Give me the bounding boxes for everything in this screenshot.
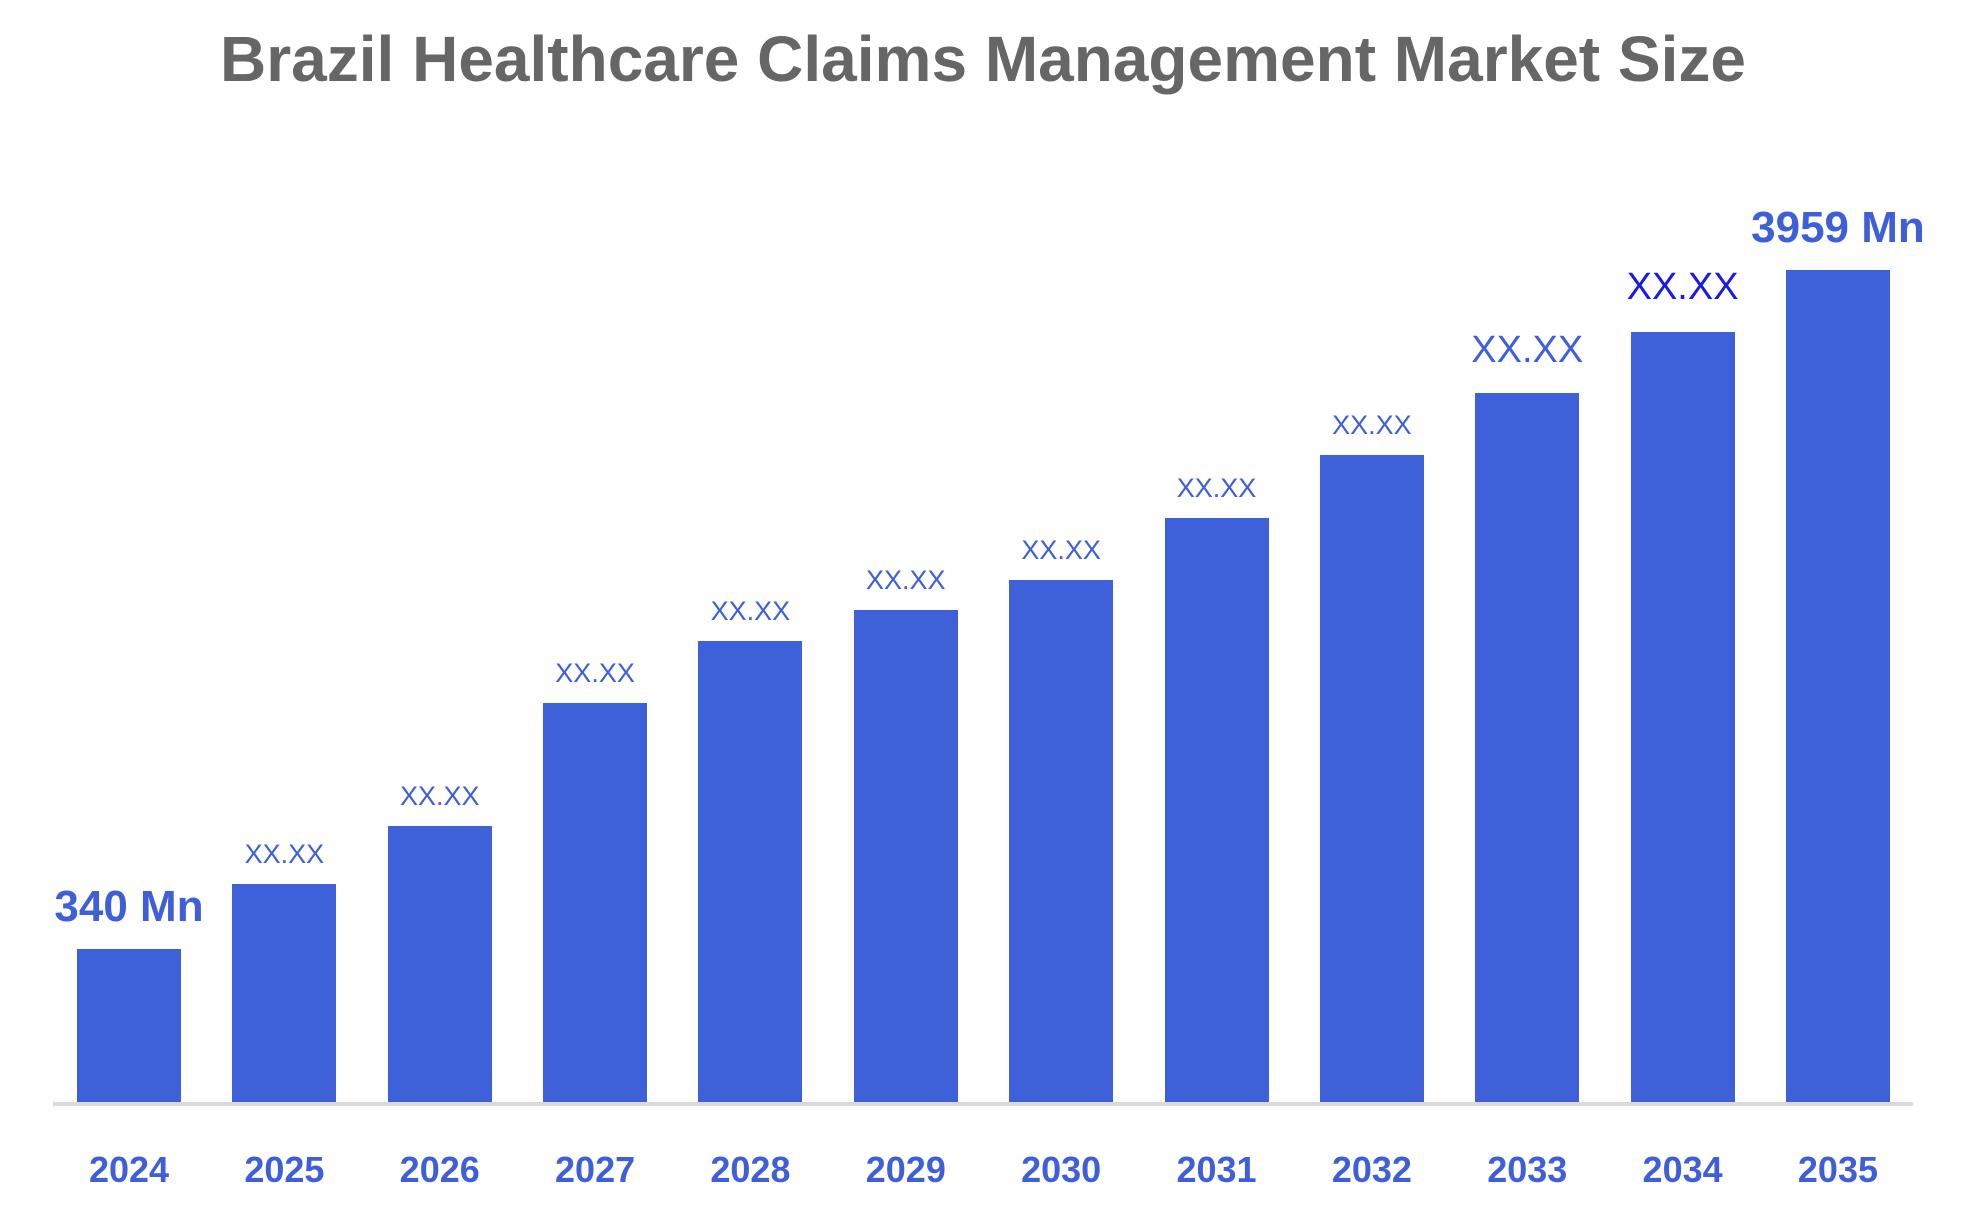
bar-2029 bbox=[853, 610, 958, 1102]
x-tick-label-2029: 2029 bbox=[865, 1149, 946, 1190]
bar-group-2024: 340 Mn 2024 bbox=[52, 882, 206, 1188]
bar-2030 bbox=[1009, 580, 1114, 1102]
x-tick-label-2031: 2031 bbox=[1176, 1149, 1257, 1190]
bar-value-label-2028: XX.XX bbox=[710, 596, 791, 626]
bar-group-2031: XX.XX 2031 bbox=[1140, 473, 1294, 1188]
bar-value-label-2032: XX.XX bbox=[1332, 410, 1412, 440]
bar-value-label-2026: XX.XX bbox=[399, 781, 480, 811]
bar-value-label-2033: XX.XX bbox=[1471, 329, 1584, 371]
bar-value-label-2030: XX.XX bbox=[1021, 535, 1101, 565]
x-axis-line bbox=[53, 1102, 1913, 1106]
bar-group-2034: XX.XX 2034 bbox=[1606, 266, 1760, 1188]
x-tick-label-2032: 2032 bbox=[1331, 1149, 1412, 1190]
bar-2027 bbox=[543, 703, 648, 1102]
bar-group-2026: XX.XX 2026 bbox=[363, 781, 517, 1188]
x-tick-label-2034: 2034 bbox=[1642, 1149, 1723, 1190]
x-tick-label-2027: 2027 bbox=[555, 1149, 636, 1190]
bar-2035 bbox=[1785, 270, 1890, 1102]
bar-2025 bbox=[232, 884, 337, 1102]
bar-value-label-2029: XX.XX bbox=[866, 565, 946, 595]
x-tick-label-2024: 2024 bbox=[88, 1149, 170, 1190]
x-tick-label-2026: 2026 bbox=[399, 1149, 480, 1190]
bar-2034 bbox=[1630, 332, 1735, 1102]
bar-value-label-2035: 3959 Mn bbox=[1751, 203, 1925, 252]
bar-group-2027: XX.XX 2027 bbox=[518, 658, 672, 1188]
bar-value-label-2024: 340 Mn bbox=[54, 882, 204, 931]
bar-2032 bbox=[1319, 455, 1424, 1102]
x-tick-label-2033: 2033 bbox=[1487, 1149, 1568, 1190]
x-tick-label-2025: 2025 bbox=[244, 1149, 325, 1190]
bar-value-label-2027: XX.XX bbox=[555, 658, 635, 688]
bar-group-2032: XX.XX 2032 bbox=[1295, 410, 1449, 1188]
bar-group-2035: 3959 Mn 2035 bbox=[1751, 206, 1925, 1188]
bar-value-label-2034: XX.XX bbox=[1626, 266, 1739, 308]
bar-group-2030: XX.XX 2030 bbox=[984, 535, 1138, 1188]
bar-value-label-2025: XX.XX bbox=[244, 839, 325, 869]
chart-title: Brazil Healthcare Claims Management Mark… bbox=[220, 23, 1746, 95]
bar-group-2025: XX.XX 2025 bbox=[207, 839, 361, 1188]
x-tick-label-2028: 2028 bbox=[710, 1149, 791, 1190]
bar-2028 bbox=[698, 641, 803, 1102]
bar-2024 bbox=[77, 949, 181, 1102]
bar-group-2029: XX.XX 2029 bbox=[829, 565, 983, 1188]
bar-group-2028: XX.XX 2028 bbox=[673, 596, 827, 1188]
bar-2033 bbox=[1475, 393, 1580, 1102]
bar-2026 bbox=[387, 826, 492, 1102]
bar-group-2033: XX.XX 2033 bbox=[1450, 329, 1604, 1188]
x-tick-label-2030: 2030 bbox=[1021, 1149, 1102, 1190]
bar-2031 bbox=[1164, 518, 1269, 1102]
x-tick-label-2035: 2035 bbox=[1797, 1149, 1878, 1190]
bar-value-label-2031: XX.XX bbox=[1176, 473, 1257, 503]
